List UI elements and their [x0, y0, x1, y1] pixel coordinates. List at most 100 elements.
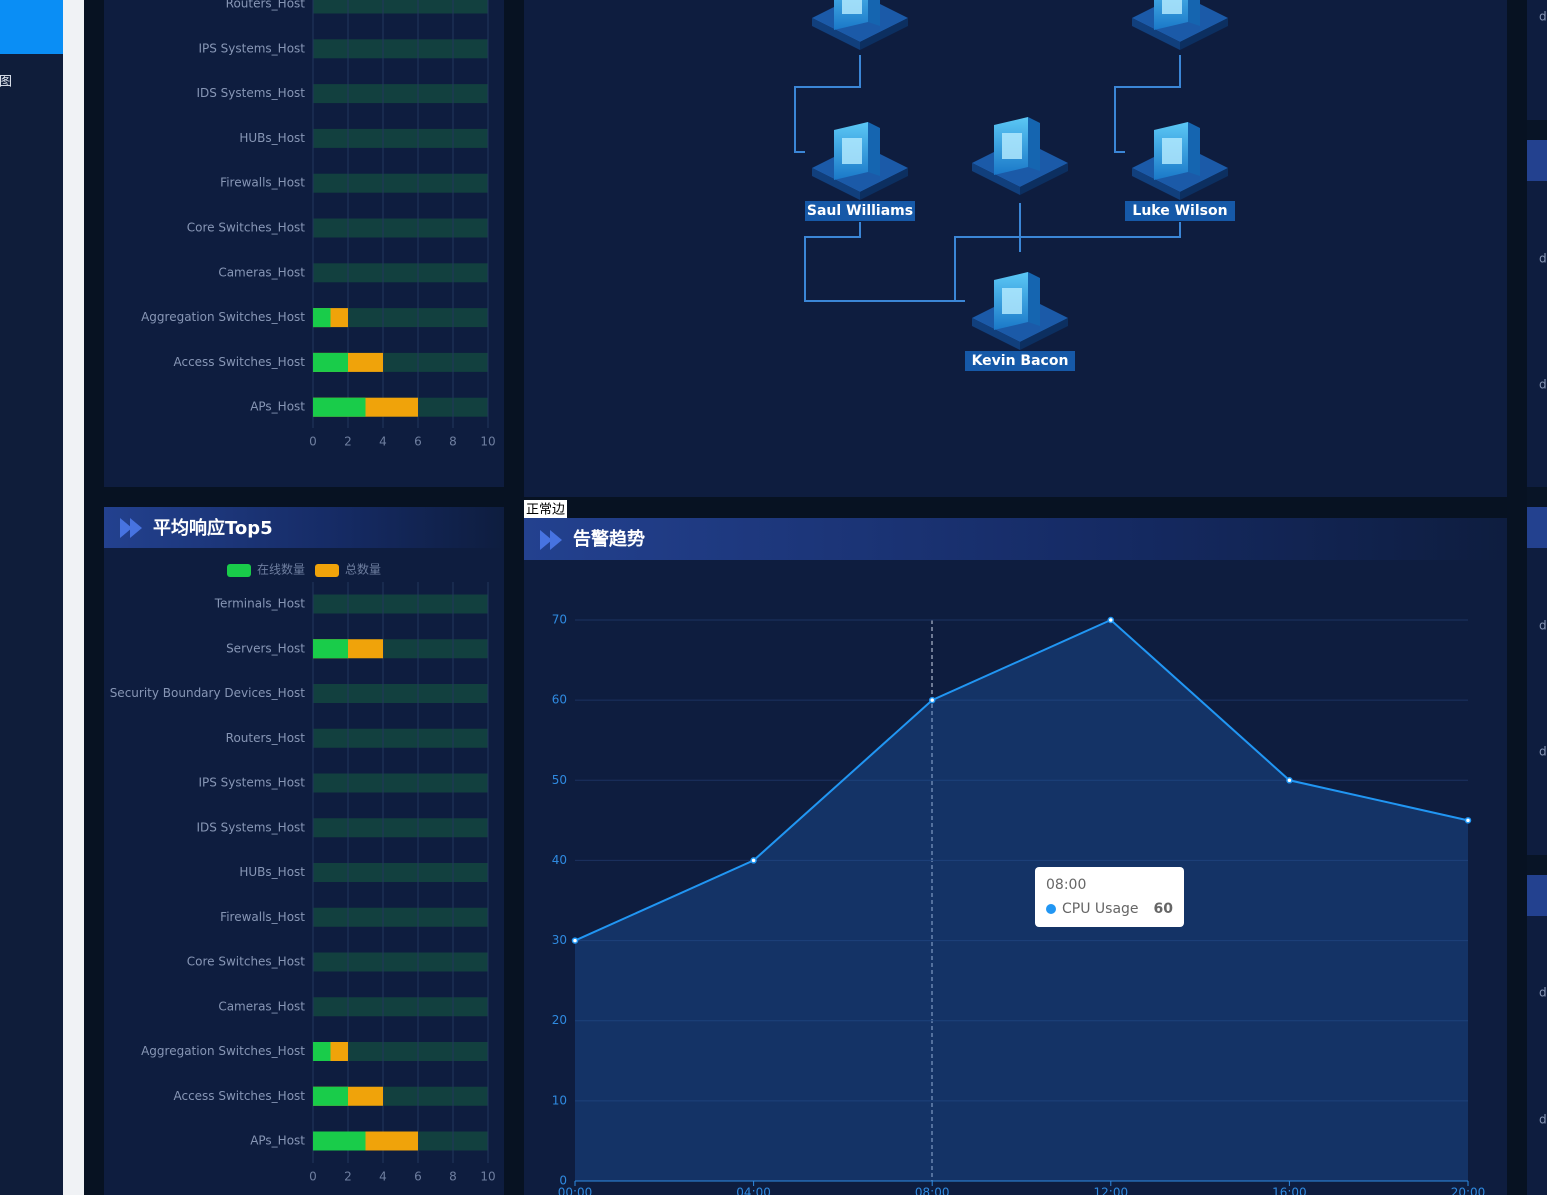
node-base	[812, 18, 860, 50]
point	[928, 696, 936, 704]
bar-track	[313, 128, 488, 148]
header-icon	[120, 518, 142, 538]
y-tick-label: 40	[552, 853, 567, 867]
node-screen	[1162, 0, 1182, 14]
point	[750, 857, 757, 864]
tooltip	[1035, 867, 1184, 927]
node-screen	[1162, 138, 1182, 164]
topology-edges	[794, 55, 1181, 302]
bar-track	[313, 263, 488, 283]
node-screen	[1002, 288, 1022, 314]
y-tick-label: IDS Systems_Host	[196, 86, 305, 100]
node-label-bg	[805, 201, 915, 221]
point	[1464, 817, 1472, 824]
tooltip-series: CPU Usage	[1062, 901, 1139, 917]
node-label-bg	[965, 351, 1075, 371]
x-tick-label: 4	[379, 1170, 387, 1184]
panel-text: d	[1539, 378, 1547, 392]
bar-track	[313, 308, 488, 328]
y-tick-label: Cameras_Host	[218, 265, 305, 279]
bar-track	[313, 594, 488, 614]
header-icon	[540, 530, 562, 550]
bar-track	[313, 863, 488, 882]
y-tick-label: Terminals_Host	[214, 597, 306, 611]
y-tick-label: 0	[559, 1174, 567, 1188]
y-tick-label: 10	[552, 1093, 567, 1107]
bar-track	[313, 684, 488, 703]
node-screen	[842, 138, 862, 164]
tooltip-value: 60	[1154, 901, 1174, 917]
node-base	[972, 163, 1020, 195]
y-tick-label: HUBs_Host	[239, 865, 305, 879]
y-tick-label: 50	[552, 773, 567, 787]
x-tick-label: 8	[449, 1170, 457, 1184]
y-tick-label: HUBs_Host	[239, 131, 305, 145]
bar	[313, 1042, 331, 1061]
legend-label: 在线数量	[257, 562, 305, 577]
node-base	[1132, 168, 1180, 200]
y-tick-label: IDS Systems_Host	[196, 820, 305, 834]
y-tick-label: 60	[552, 693, 567, 707]
x-tick-label: 10	[480, 435, 495, 449]
y-tick-label: Routers_Host	[226, 0, 306, 11]
node-base	[1132, 18, 1180, 50]
y-tick-label: Core Switches_Host	[187, 221, 306, 235]
edge-label-bg	[524, 500, 567, 518]
legend-label: 总数量	[345, 562, 381, 577]
legend-swatch	[315, 564, 339, 577]
y-tick-label: APs_Host	[250, 1134, 305, 1148]
x-tick-label: 00:00	[558, 1186, 593, 1195]
panel-text: d	[1539, 745, 1547, 759]
bar-track	[313, 84, 488, 104]
bar-track	[313, 0, 488, 14]
node-base	[812, 168, 860, 200]
y-tick-label: Firewalls_Host	[220, 910, 305, 924]
legend-swatch	[227, 564, 251, 577]
node-screen	[1002, 133, 1022, 159]
sidebar-item[interactable]: 图	[0, 75, 12, 90]
panel-header	[1527, 140, 1547, 181]
y-tick-label: 30	[552, 933, 567, 947]
bar	[313, 639, 348, 659]
node-base	[1020, 318, 1068, 350]
bar	[313, 352, 348, 372]
panel	[104, 507, 504, 1195]
bar-track	[313, 1042, 488, 1061]
panel-title: 平均响应Top5	[153, 517, 273, 539]
panel	[1527, 916, 1547, 1195]
node-cube	[1188, 122, 1200, 176]
panel	[524, 0, 1507, 497]
node-label: Saul Williams	[807, 203, 913, 219]
bar	[313, 1131, 366, 1151]
node-base	[860, 168, 908, 200]
x-tick-label: 12:00	[1094, 1186, 1129, 1195]
area	[575, 620, 1468, 1181]
x-tick-label: 2	[344, 435, 352, 449]
panel-header	[104, 507, 504, 548]
panel-header	[1527, 507, 1547, 548]
y-tick-label: Firewalls_Host	[220, 176, 305, 190]
sidebar	[0, 0, 63, 1195]
y-tick-label: Access Switches_Host	[173, 355, 305, 369]
gutter	[63, 0, 84, 1195]
y-tick-label: Servers_Host	[226, 641, 305, 655]
node-base	[1180, 168, 1228, 200]
x-tick-label: 20:00	[1451, 1186, 1486, 1195]
x-tick-label: 16:00	[1272, 1186, 1307, 1195]
bar-track	[313, 773, 488, 793]
point	[1286, 777, 1293, 784]
bar	[313, 308, 331, 328]
bar-track	[313, 952, 488, 972]
bar-track	[313, 997, 488, 1017]
bar	[313, 397, 366, 417]
x-tick-label: 6	[414, 435, 422, 449]
bar	[313, 1086, 348, 1106]
bar-track	[313, 818, 488, 838]
point	[571, 937, 579, 944]
y-tick-label: IPS Systems_Host	[198, 41, 305, 55]
panel-title: 告警趋势	[573, 528, 645, 550]
x-tick-label: 4	[379, 435, 387, 449]
y-tick-label: Cameras_Host	[218, 999, 305, 1013]
panel-text: d	[1539, 1113, 1547, 1127]
sidebar-active[interactable]	[0, 0, 63, 54]
